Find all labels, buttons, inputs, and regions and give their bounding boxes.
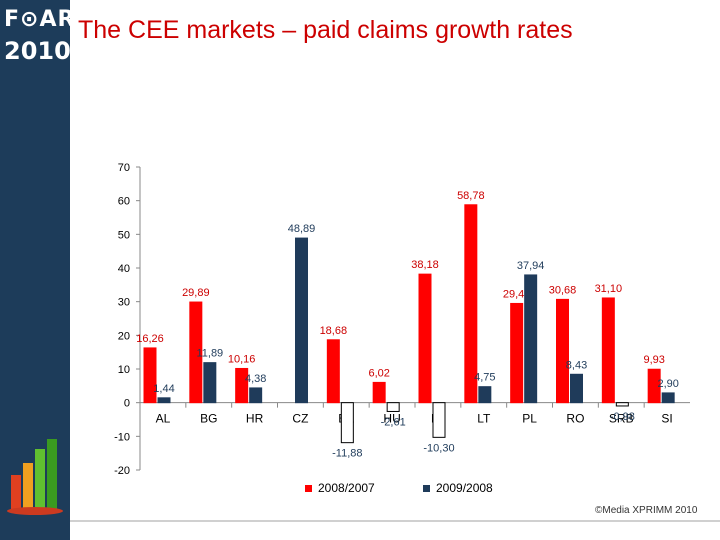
x-category-label: LT: [477, 412, 491, 426]
y-tick-label: 70: [118, 162, 130, 174]
bar-2009-2008-cz: [295, 237, 308, 404]
y-tick-label: -10: [114, 431, 130, 443]
copyright-text: ©Media XPRIMM 2010: [595, 505, 698, 516]
bar-2008-2007-ro: [556, 298, 569, 404]
growth-rates-chart: -20 -10 0 10 20 30 40 50 60 70 AL 16,26 1,44 BG 29,89 1…: [114, 162, 690, 495]
data-label: 2,90: [657, 378, 678, 390]
bar-2008-2007-al: [143, 347, 157, 404]
data-label: 18,68: [320, 325, 348, 337]
y-tick-label: 60: [118, 196, 130, 208]
data-label: 16,26: [136, 333, 164, 345]
bar-2008-2007-srb: [601, 297, 615, 404]
bar-2009-2008-ee: [340, 402, 354, 444]
bar-chart-graphic-icon: [7, 439, 63, 515]
data-label: 29,89: [182, 287, 210, 299]
page-title: The CEE markets – paid claims growth rat…: [78, 16, 573, 44]
bar-2009-2008-hr: [249, 387, 263, 404]
data-label: 10,16: [228, 353, 256, 365]
logo-text-year: 2010: [4, 37, 71, 65]
bar-2008-2007-lt: [464, 204, 478, 404]
sidebar-banner: F⊙AR 2010: [0, 0, 76, 540]
y-tick-label: 50: [118, 229, 130, 241]
logo-text-top: F⊙AR: [4, 7, 76, 32]
data-label: 8,43: [566, 359, 587, 371]
data-label: 58,78: [457, 190, 485, 202]
x-category-label: HR: [246, 412, 264, 426]
data-label: 6,02: [368, 367, 389, 379]
bar-2009-2008-hu: [386, 402, 400, 412]
legend-label-2008-2007: 2008/2007: [318, 481, 375, 495]
bar-2009-2008-pl: [524, 274, 538, 404]
bar-2008-2007-hr: [235, 367, 249, 404]
bar-2009-2008-srb: [615, 402, 629, 407]
legend-label-2009-2008: 2009/2008: [436, 481, 493, 495]
bar-2008-2007-bg: [189, 301, 203, 404]
bar-2008-2007-hu: [372, 381, 386, 404]
data-label: 1,44: [153, 383, 174, 395]
data-label: -2,61: [381, 416, 406, 428]
bar-2008-2007-lv: [418, 273, 432, 404]
data-label: 9,93: [643, 354, 664, 366]
x-category-label: BG: [200, 412, 217, 426]
x-category-label: AL: [156, 412, 171, 426]
y-tick-label: 30: [118, 297, 130, 309]
bar-2008-2007-si: [647, 368, 661, 404]
footer-divider: [70, 520, 720, 522]
x-category-label: PL: [522, 412, 537, 426]
bar-2009-2008-lv: [432, 402, 446, 438]
bar-2009-2008-lt: [478, 386, 492, 404]
y-tick-label: 10: [118, 364, 130, 376]
chart-container: -20 -10 0 10 20 30 40 50 60 70 AL 16,26 1,44 BG 29,89 1…: [100, 150, 700, 510]
data-label: 11,89: [196, 348, 223, 360]
y-tick-label: 20: [118, 330, 130, 342]
y-tick-label: 40: [118, 263, 130, 275]
bar-2009-2008-ro: [570, 373, 583, 404]
data-label: 38,18: [411, 259, 439, 271]
data-label: 48,89: [288, 223, 316, 235]
bar-2009-2008-si: [661, 392, 675, 404]
data-label: 4,38: [245, 373, 266, 385]
bar-2009-2008-bg: [203, 362, 217, 404]
legend-swatch-2008-2007: [305, 485, 312, 492]
data-label: 29,47: [503, 288, 531, 300]
bar-2008-2007-pl: [510, 302, 524, 404]
data-label: 4,75: [474, 372, 495, 384]
data-label: -0,98: [610, 411, 635, 423]
data-label: 31,10: [595, 283, 623, 295]
data-label: -10,30: [423, 442, 454, 454]
data-label: 30,68: [549, 284, 577, 296]
bar-2008-2007-ee: [326, 339, 340, 404]
bar-2009-2008-al: [157, 397, 171, 404]
y-tick-label: 0: [124, 398, 130, 410]
x-category-label: CZ: [292, 412, 308, 426]
x-category-label: SRB: [609, 412, 634, 426]
x-category-label: SI: [661, 412, 672, 426]
x-category-label: RO: [566, 412, 584, 426]
y-tick-label: -20: [114, 465, 130, 477]
data-label: -11,88: [332, 448, 362, 460]
legend-swatch-2009-2008: [423, 485, 430, 492]
x-category-label: HU: [383, 412, 400, 426]
data-label: 37,94: [517, 260, 545, 272]
